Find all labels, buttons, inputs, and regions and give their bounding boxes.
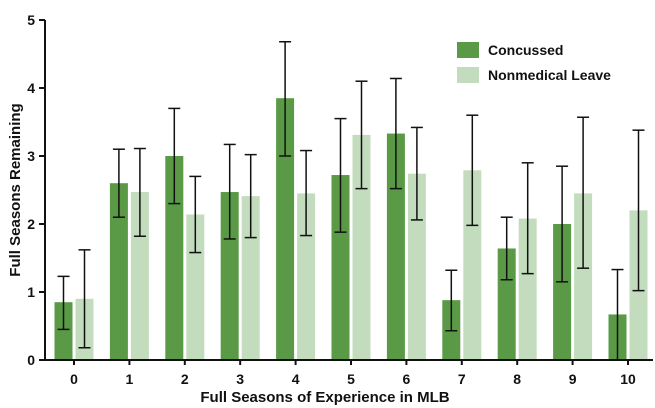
error-bars-layer [57, 41, 645, 361]
error-bar-nonmedical-leave-5 [355, 80, 368, 190]
x-tick-label-4: 4 [292, 371, 300, 387]
x-tick-label-6: 6 [403, 371, 411, 387]
bar-concussed-6 [386, 133, 405, 360]
error-bar-concussed-8 [500, 216, 513, 281]
bar-nonmedical-leave-8 [518, 218, 537, 360]
error-bar-nonmedical-leave-6 [410, 126, 423, 221]
bar-concussed-9 [553, 224, 572, 360]
error-bar-nonmedical-leave-9 [577, 116, 590, 269]
x-tick-label-0: 0 [70, 371, 78, 387]
legend-swatch-nonmedical-leave [457, 67, 479, 83]
legend-label-concussed: Concussed [488, 42, 563, 58]
error-bar-concussed-0 [57, 275, 70, 331]
x-axis-title: Full Seasons of Experience in MLB [200, 389, 449, 406]
bar-nonmedical-leave-9 [574, 193, 593, 360]
y-tick-label-2: 2 [27, 216, 35, 232]
error-bar-concussed-1 [112, 148, 125, 218]
legend-swatch-concussed [457, 42, 479, 58]
bar-concussed-1 [109, 183, 128, 360]
error-bar-concussed-3 [223, 143, 236, 240]
x-tick-label-3: 3 [236, 371, 244, 387]
error-bar-nonmedical-leave-2 [189, 175, 202, 254]
bar-nonmedical-leave-1 [130, 192, 149, 360]
error-bar-nonmedical-leave-0 [78, 249, 91, 349]
x-ticks: 0 1 2 3 4 5 6 7 8 9 10 [70, 360, 636, 387]
y-tick-label-4: 4 [27, 80, 35, 96]
y-tick-label-3: 3 [27, 148, 35, 164]
error-bar-nonmedical-leave-3 [244, 153, 257, 239]
axes-layer [44, 20, 653, 361]
x-tick-label-7: 7 [458, 371, 466, 387]
bar-concussed-5 [331, 175, 350, 360]
x-tick-label-5: 5 [347, 371, 355, 387]
y-ticks: 0 1 2 3 4 5 [27, 12, 45, 368]
legend: Concussed Nonmedical Leave [457, 42, 611, 83]
error-bar-nonmedical-leave-4 [300, 149, 313, 237]
error-bar-concussed-4 [279, 41, 292, 157]
error-bar-nonmedical-leave-1 [133, 147, 146, 237]
x-tick-label-2: 2 [181, 371, 189, 387]
x-tick-label-8: 8 [513, 371, 521, 387]
y-tick-label-1: 1 [27, 284, 35, 300]
x-tick-label-10: 10 [620, 371, 636, 387]
error-bar-nonmedical-leave-7 [466, 114, 479, 227]
error-bar-concussed-6 [389, 77, 402, 190]
bars-layer [54, 98, 648, 360]
y-tick-label-5: 5 [27, 12, 35, 28]
bar-concussed-3 [220, 192, 239, 360]
error-bar-concussed-9 [556, 165, 569, 283]
error-bar-concussed-2 [168, 107, 181, 205]
bar-concussed-4 [276, 98, 295, 360]
bar-nonmedical-leave-2 [186, 214, 205, 360]
x-tick-label-1: 1 [126, 371, 134, 387]
legend-label-nonmedical-leave: Nonmedical Leave [488, 67, 611, 83]
bar-concussed-0 [54, 302, 73, 360]
error-bar-concussed-7 [445, 269, 458, 332]
x-tick-label-9: 9 [569, 371, 577, 387]
bar-nonmedical-leave-7 [463, 170, 482, 360]
bar-concussed-2 [165, 156, 184, 360]
error-bar-nonmedical-leave-10 [632, 129, 645, 292]
error-bar-nonmedical-leave-8 [521, 162, 534, 275]
y-tick-label-0: 0 [27, 352, 35, 368]
bar-nonmedical-leave-5 [352, 134, 371, 360]
bar-concussed-8 [497, 248, 516, 360]
y-axis-title: Full Seasons Remaining [7, 103, 24, 276]
error-bar-concussed-5 [334, 117, 347, 233]
